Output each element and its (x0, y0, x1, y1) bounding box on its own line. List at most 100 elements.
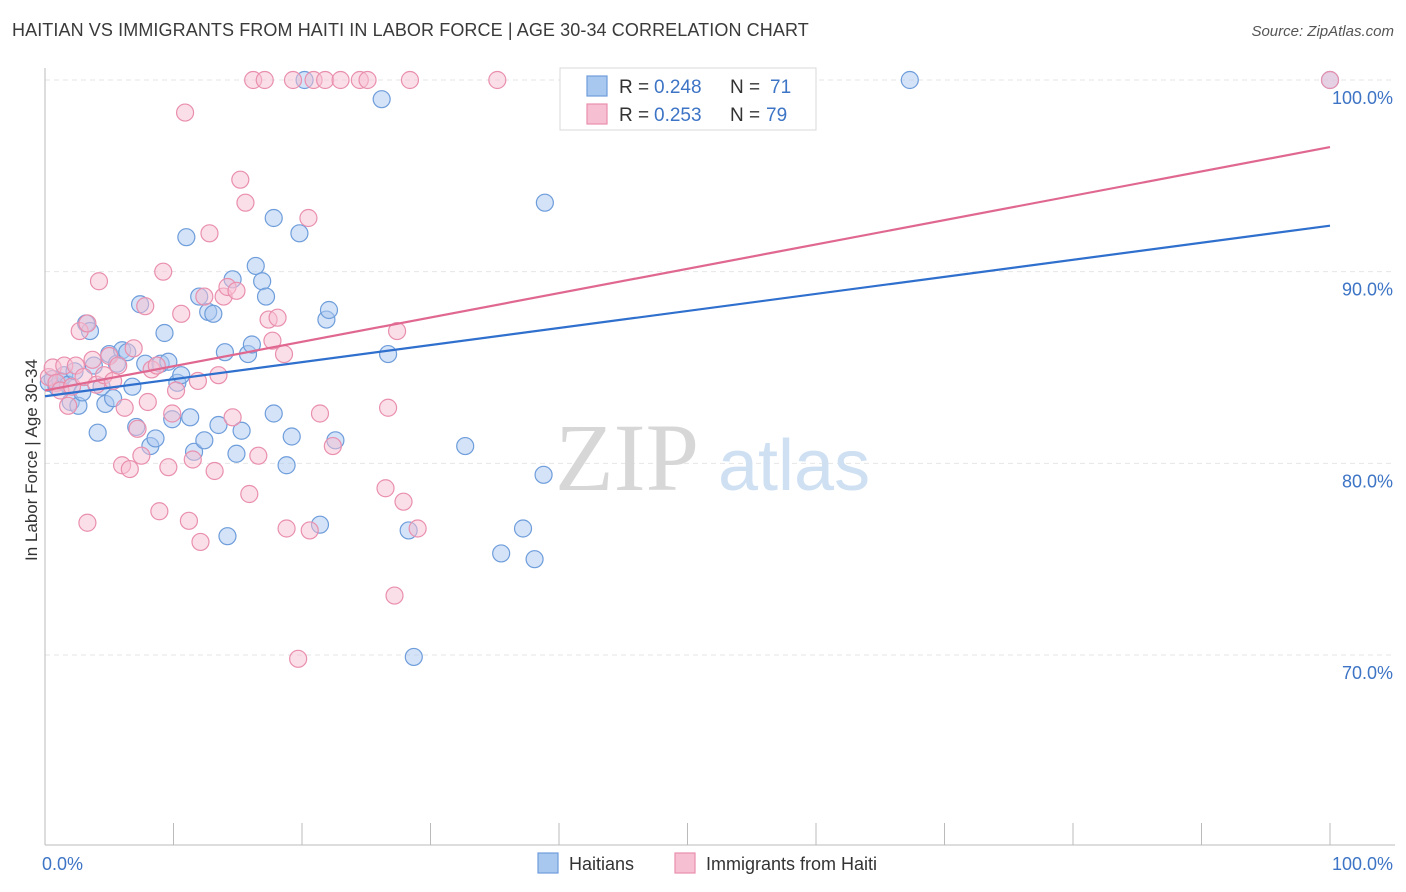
haitians-point (404, 647, 423, 667)
watermark-zip: ZIP (555, 404, 699, 511)
source-credit: Source: ZipAtlas.com (1251, 23, 1394, 40)
immigrants-point (255, 70, 274, 90)
haitians-point (246, 256, 265, 276)
legend-n-label-2: N = (730, 105, 760, 126)
haitians-point (204, 304, 223, 323)
immigrants-trend-line (44, 146, 1331, 392)
immigrants-point (488, 70, 507, 90)
immigrants-point (136, 297, 155, 316)
immigrants-point (408, 519, 427, 538)
immigrants-point (200, 224, 219, 243)
immigrants-point (132, 446, 151, 465)
haitians-point (232, 421, 251, 440)
haitians-point (492, 544, 511, 563)
immigrants-point (172, 304, 191, 323)
immigrants-point (179, 511, 199, 530)
haitians-point (456, 436, 475, 456)
immigrants-point (378, 398, 398, 417)
haitians-point (181, 408, 200, 427)
legend-n-label-1: N = (730, 77, 760, 98)
immigrants-point (263, 331, 282, 350)
immigrants-point (183, 450, 202, 469)
x-tick-label: 100.0% (1332, 854, 1393, 874)
immigrants-point (394, 492, 413, 511)
haitians-point (900, 70, 919, 90)
legend-r-label-1: R = (619, 77, 649, 98)
immigrants-point (283, 70, 303, 90)
legend-n-value-2: 79 (766, 105, 787, 126)
immigrants-point (299, 208, 318, 228)
watermark: ZIP atlas (555, 404, 870, 511)
immigrants-point (59, 396, 78, 415)
immigrants-point (268, 308, 287, 327)
axes (44, 68, 1395, 846)
immigrants-point (385, 586, 404, 605)
immigrants-point (236, 193, 255, 212)
series-legend: Haitians Immigrants from Haiti (537, 852, 877, 874)
haitians-point (264, 208, 283, 228)
legend-r-value-1: 0.248 (654, 77, 702, 98)
watermark-atlas: atlas (718, 426, 870, 506)
haitians-point (88, 423, 107, 442)
y-tick-label: 90.0% (1342, 280, 1393, 300)
legend-r-value-2: 0.253 (654, 105, 702, 126)
haitians-point (378, 344, 398, 364)
haitians-point (209, 415, 228, 435)
immigrants-point (231, 170, 250, 189)
legend-n-value-1: 71 (770, 77, 791, 98)
immigrants-point (274, 344, 294, 364)
immigrants-point (387, 321, 407, 341)
immigrants-point (331, 70, 350, 90)
haitians-point (264, 404, 283, 423)
haitians-point (242, 335, 261, 354)
legend-r-label-2: R = (619, 105, 649, 126)
y-tick-label: 100.0% (1332, 88, 1393, 108)
immigrants-point (154, 262, 173, 281)
immigrants-point (159, 458, 178, 477)
haitians-point (123, 377, 142, 396)
legend-swatch-pink (586, 103, 608, 125)
haitians-point (146, 429, 165, 448)
haitians-point (319, 300, 339, 320)
haitians-point (172, 366, 191, 385)
immigrants-point (124, 339, 143, 358)
series-swatch-immigrants (674, 852, 696, 874)
series-label-haitians: Haitians (569, 854, 634, 874)
series-label-immigrants: Immigrants from Haiti (706, 854, 877, 874)
immigrants-point (83, 350, 102, 369)
haitians-point (195, 431, 214, 450)
immigrants-point (191, 532, 210, 552)
immigrants-point (128, 419, 147, 438)
immigrants-point (1320, 70, 1340, 90)
y-tick-label: 70.0% (1342, 663, 1393, 683)
immigrants-point (209, 366, 228, 385)
haitians-point (372, 90, 391, 109)
immigrants-point (289, 649, 308, 668)
x-tick-labels: 0.0% 100.0% (42, 854, 1393, 874)
immigrants-point (109, 356, 128, 375)
haitians-point (282, 427, 301, 446)
immigrants-point (78, 314, 97, 333)
immigrants-point (205, 461, 224, 481)
haitians-point (155, 323, 174, 343)
legend-swatch-blue (586, 75, 608, 97)
data-points (39, 70, 1340, 668)
y-tick-labels: 70.0% 80.0% 90.0% 100.0% (1332, 88, 1393, 683)
immigrants-point (115, 398, 134, 417)
immigrants-point (323, 436, 342, 456)
haitians-trend-line (44, 224, 1331, 398)
chart-title: HAITIAN VS IMMIGRANTS FROM HAITI IN LABO… (12, 20, 809, 40)
immigrants-point (78, 513, 97, 532)
immigrants-point (138, 392, 157, 412)
immigrants-point (223, 408, 242, 427)
immigrants-point (227, 281, 246, 300)
immigrants-point (300, 521, 319, 540)
immigrants-point (195, 287, 214, 306)
immigrants-point (316, 70, 335, 90)
immigrants-point (163, 404, 182, 423)
immigrants-point (166, 381, 186, 400)
haitians-point (227, 444, 246, 463)
trend-lines (44, 146, 1331, 398)
haitians-point (534, 465, 553, 484)
